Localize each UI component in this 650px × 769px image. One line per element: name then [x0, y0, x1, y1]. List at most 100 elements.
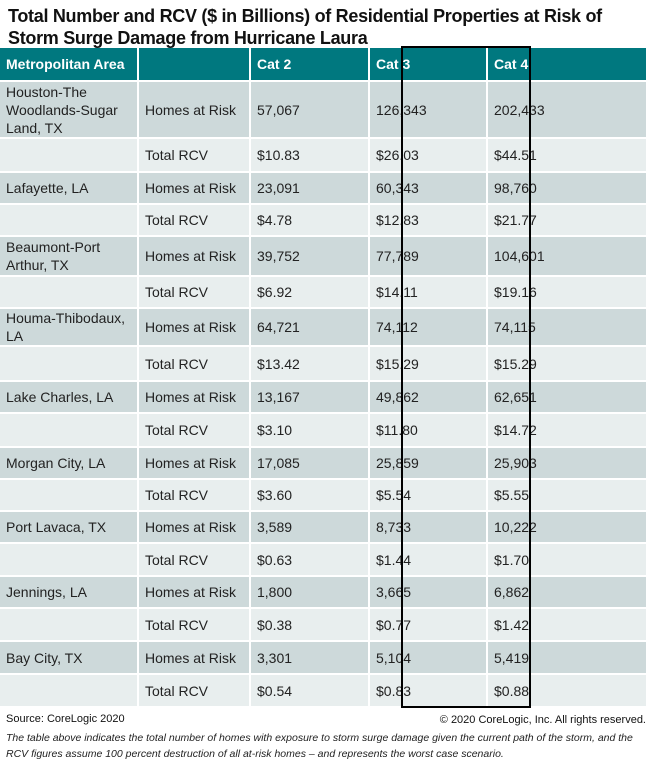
value-cell: 3,301 — [251, 642, 368, 673]
value-cell: 10,222 — [488, 512, 646, 542]
metric-cell: Homes at Risk — [139, 173, 249, 203]
table-row: Total RCV $10.83 $26.03 $44.51 — [0, 139, 646, 171]
value-cell: 1,800 — [251, 577, 368, 607]
column-header: Metropolitan Area — [0, 48, 137, 80]
table-row: Houston-The Woodlands-Sugar Land, TX Home… — [0, 82, 646, 137]
column-header: Cat 3 — [370, 48, 486, 80]
value-cell: $15.29 — [370, 347, 486, 380]
value-cell: $0.38 — [251, 609, 368, 640]
value-cell: $14.72 — [488, 414, 646, 446]
value-cell: 3,589 — [251, 512, 368, 542]
value-cell: $44.51 — [488, 139, 646, 171]
metro-area-cell — [0, 675, 137, 706]
metro-area-cell: Bay City, TX — [0, 642, 137, 673]
metro-area-cell: Beaumont-Port Arthur, TX — [0, 237, 137, 275]
metric-cell: Homes at Risk — [139, 382, 249, 412]
value-cell: 98,760 — [488, 173, 646, 203]
value-cell: 17,085 — [251, 448, 368, 478]
value-cell: 6,862 — [488, 577, 646, 607]
table-row: Bay City, TX Homes at Risk 3,301 5,104 5,419 — [0, 642, 646, 673]
table-row: Lake Charles, LA Homes at Risk 13,167 49,86… — [0, 382, 646, 412]
metric-cell: Total RCV — [139, 205, 249, 235]
metro-area-cell: Jennings, LA — [0, 577, 137, 607]
table-row: Total RCV $4.78 $12.83 $21.77 — [0, 205, 646, 235]
value-cell: $15.29 — [488, 347, 646, 380]
metro-area-cell: Port Lavaca, TX — [0, 512, 137, 542]
metric-cell: Homes at Risk — [139, 448, 249, 478]
metric-cell: Homes at Risk — [139, 237, 249, 275]
metro-area-cell — [0, 205, 137, 235]
value-cell: $3.60 — [251, 480, 368, 510]
metric-cell: Total RCV — [139, 347, 249, 380]
column-header — [139, 48, 249, 80]
value-cell: 126,343 — [370, 82, 486, 137]
table-row: Total RCV $0.38 $0.77 $1.42 — [0, 609, 646, 640]
table-row: Port Lavaca, TX Homes at Risk 3,589 8,733 10… — [0, 512, 646, 542]
value-cell: $1.44 — [370, 544, 486, 575]
data-table: Metropolitan Area Cat 2 Cat 3 Cat 4 Houston… — [0, 46, 648, 708]
source-label: Source: CoreLogic 2020 — [6, 713, 125, 725]
table-row: Beaumont-Port Arthur, TX Homes at Risk 39,… — [0, 237, 646, 275]
value-cell: 8,733 — [370, 512, 486, 542]
metro-area-cell: Lafayette, LA — [0, 173, 137, 203]
value-cell: $0.54 — [251, 675, 368, 706]
value-cell: $10.83 — [251, 139, 368, 171]
value-cell: $12.83 — [370, 205, 486, 235]
value-cell: $14.11 — [370, 277, 486, 307]
table-row: Houma-Thibodaux, LA Homes at Risk 64,721 74… — [0, 309, 646, 345]
value-cell: 23,091 — [251, 173, 368, 203]
metric-cell: Total RCV — [139, 139, 249, 171]
metric-cell: Homes at Risk — [139, 512, 249, 542]
value-cell: $3.10 — [251, 414, 368, 446]
metric-cell: Total RCV — [139, 675, 249, 706]
value-cell: $0.77 — [370, 609, 486, 640]
metro-area-cell — [0, 480, 137, 510]
page-title: Total Number and RCV ($ in Billions) of … — [8, 6, 602, 48]
value-cell: 25,903 — [488, 448, 646, 478]
value-cell: 5,419 — [488, 642, 646, 673]
table-row: Total RCV $13.42 $15.29 $15.29 — [0, 347, 646, 380]
value-cell: 74,112 — [370, 309, 486, 345]
table-row: Total RCV $3.10 $11.80 $14.72 — [0, 414, 646, 446]
metro-area-cell — [0, 347, 137, 380]
copyright-label: © 2020 CoreLogic, Inc. All rights reserv… — [439, 714, 646, 726]
value-cell: $13.42 — [251, 347, 368, 380]
value-cell: 13,167 — [251, 382, 368, 412]
value-cell: $0.83 — [370, 675, 486, 706]
column-header: Cat 2 — [251, 48, 368, 80]
metro-area-cell — [0, 609, 137, 640]
metro-area-cell — [0, 544, 137, 575]
value-cell: $1.42 — [488, 609, 646, 640]
value-cell: $5.54 — [370, 480, 486, 510]
value-cell: 25,859 — [370, 448, 486, 478]
value-cell: $1.70 — [488, 544, 646, 575]
value-cell: $26.03 — [370, 139, 486, 171]
metro-area-cell: Morgan City, LA — [0, 448, 137, 478]
value-cell: 5,104 — [370, 642, 486, 673]
value-cell: 60,343 — [370, 173, 486, 203]
metro-area-cell: Houma-Thibodaux, LA — [0, 309, 137, 345]
value-cell: $19.16 — [488, 277, 646, 307]
metric-cell: Total RCV — [139, 277, 249, 307]
metro-area-cell: Lake Charles, LA — [0, 382, 137, 412]
metric-cell: Homes at Risk — [139, 642, 249, 673]
metro-area-cell: Houston-The Woodlands-Sugar Land, TX — [0, 82, 137, 137]
value-cell: 77,789 — [370, 237, 486, 275]
value-cell: 62,651 — [488, 382, 646, 412]
table-row: Total RCV $0.54 $0.83 $0.88 — [0, 675, 646, 706]
value-cell: 39,752 — [251, 237, 368, 275]
table-row: Total RCV $0.63 $1.44 $1.70 — [0, 544, 646, 575]
table-row: Total RCV $3.60 $5.54 $5.55 — [0, 480, 646, 510]
metro-area-cell — [0, 139, 137, 171]
metric-cell: Homes at Risk — [139, 309, 249, 345]
table-row: Morgan City, LA Homes at Risk 17,085 25,859… — [0, 448, 646, 478]
value-cell: 104,601 — [488, 237, 646, 275]
table-row: Total RCV $6.92 $14.11 $19.16 — [0, 277, 646, 307]
value-cell: $5.55 — [488, 480, 646, 510]
footnote: The table above indicates the total numb… — [6, 732, 633, 760]
value-cell: 74,115 — [488, 309, 646, 345]
metric-cell: Total RCV — [139, 480, 249, 510]
table-row: Jennings, LA Homes at Risk 1,800 3,665 6,862 — [0, 577, 646, 607]
value-cell: $0.63 — [251, 544, 368, 575]
table-row: Lafayette, LA Homes at Risk 23,091 60,343 98… — [0, 173, 646, 203]
